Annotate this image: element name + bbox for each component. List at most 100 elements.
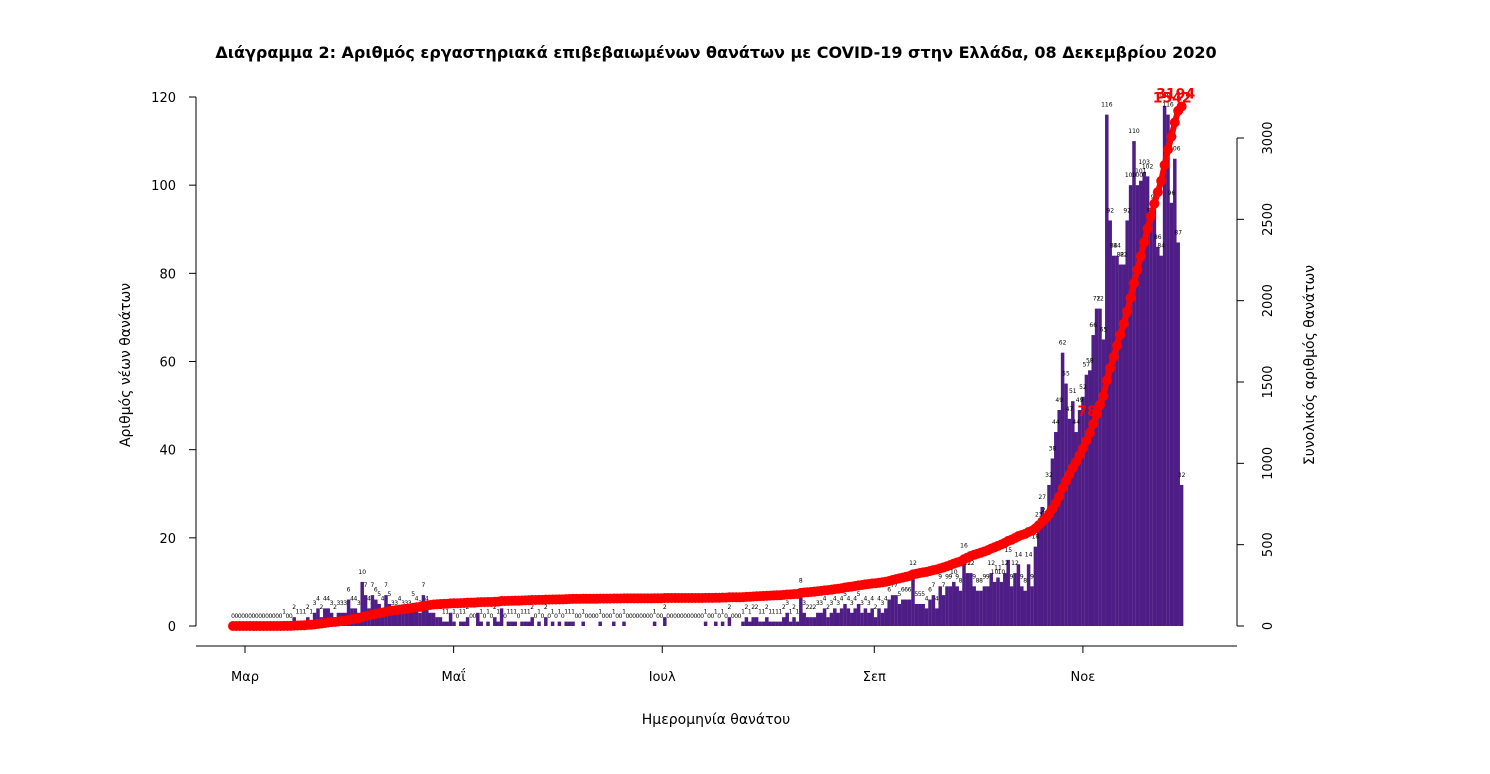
bar xyxy=(360,581,364,626)
bar-label: 9 xyxy=(1010,573,1014,580)
bar-label: 10 xyxy=(998,569,1006,576)
bar xyxy=(1115,255,1119,626)
bar-label: 1 xyxy=(445,609,449,616)
left-tick-label: 80 xyxy=(159,267,176,282)
bar-label: 51 xyxy=(1069,388,1077,395)
bar-label: 10 xyxy=(950,569,958,576)
bar-label: 87 xyxy=(1174,229,1182,236)
bar xyxy=(452,621,456,626)
bar-label: 1 xyxy=(506,609,510,616)
bar-label: 5 xyxy=(387,591,391,598)
bar xyxy=(1139,180,1143,626)
bar xyxy=(741,621,745,626)
bar-label: 1 xyxy=(758,609,762,616)
bar-label: 82 xyxy=(1117,252,1125,259)
bar-label: 0 xyxy=(595,613,599,620)
bar xyxy=(428,612,432,626)
bar xyxy=(1091,335,1095,626)
cumulative-point xyxy=(1139,237,1150,248)
bar-label: 92 xyxy=(1123,207,1131,214)
cumulative-point xyxy=(1166,131,1177,142)
bar-label: 0 xyxy=(673,613,677,620)
bar xyxy=(863,608,868,626)
right-tick-label: 0 xyxy=(1261,622,1276,630)
bar xyxy=(850,612,854,626)
bar xyxy=(1043,520,1048,626)
bar xyxy=(853,608,857,626)
bar xyxy=(1074,432,1078,626)
bar xyxy=(1135,185,1140,626)
bar-label: 72 xyxy=(1093,296,1101,303)
cumulative-point xyxy=(1156,175,1167,186)
bar-label: 6 xyxy=(908,587,912,594)
bar-label: 12 xyxy=(1011,560,1019,567)
bar xyxy=(1156,246,1160,626)
bar-label: 12 xyxy=(909,560,917,567)
bar-label: 2 xyxy=(782,604,786,611)
bar-label: 3 xyxy=(336,600,340,607)
bar xyxy=(431,612,436,626)
bar-label: 103 xyxy=(1138,159,1150,166)
bar xyxy=(312,612,317,626)
bar-label: 7 xyxy=(894,582,898,589)
bar xyxy=(843,603,847,626)
left-y-axis-title: Αριθμός νέων θανάτων xyxy=(118,283,134,447)
bar xyxy=(523,621,528,626)
bar-label: 0 xyxy=(731,613,735,620)
bar-label: 100 xyxy=(1132,172,1144,179)
bar-label: 0 xyxy=(666,613,670,620)
bar-label: 14 xyxy=(1015,551,1023,558)
bar xyxy=(992,581,997,626)
bar-label: 3 xyxy=(330,600,334,607)
bar xyxy=(751,617,755,626)
bar xyxy=(887,599,891,626)
bar-label: 6 xyxy=(374,587,378,594)
bar xyxy=(1142,171,1146,627)
bar xyxy=(785,612,789,626)
cumulative-point xyxy=(1054,491,1065,502)
bar-label: 106 xyxy=(1169,146,1181,153)
bar-label: 0 xyxy=(659,613,663,620)
bar-label: 2 xyxy=(530,604,534,611)
bar-label: 9 xyxy=(938,573,942,580)
bar xyxy=(894,595,898,626)
bar xyxy=(884,608,888,626)
bar-label: 18 xyxy=(1032,534,1040,541)
bar-label: 12 xyxy=(1001,560,1009,567)
bar-label: 2 xyxy=(493,604,497,611)
bar-label: 84 xyxy=(1113,243,1121,250)
bar xyxy=(1122,264,1126,626)
bar xyxy=(1006,559,1010,626)
bar-label: 0 xyxy=(734,613,738,620)
bar xyxy=(1040,506,1044,626)
bar-label: 1 xyxy=(523,609,527,616)
bar xyxy=(1030,586,1034,626)
bar-label: 0 xyxy=(588,613,592,620)
bar-label: 118 xyxy=(1159,93,1171,100)
bar-label: 0 xyxy=(642,613,646,620)
bar xyxy=(754,617,759,626)
bar-label: 0 xyxy=(489,613,493,620)
bar-label: 57 xyxy=(1083,362,1091,369)
bar-label: 3 xyxy=(408,600,412,607)
bar-label: 3 xyxy=(391,600,395,607)
bar-label: 3 xyxy=(829,600,833,607)
bar xyxy=(979,590,983,626)
bar-label: 1 xyxy=(309,609,313,616)
bar-label: 9 xyxy=(982,573,986,580)
right-y-axis: 0 500 1000 1500 2000 2500 3000 xyxy=(1236,121,1276,630)
bar-label: 1 xyxy=(527,609,531,616)
bar xyxy=(812,617,817,626)
bar-label: 7 xyxy=(942,582,946,589)
bar-label: 2 xyxy=(826,604,830,611)
bar-label: 2 xyxy=(466,604,470,611)
cumulative-point xyxy=(1101,375,1112,386)
bar xyxy=(326,608,330,626)
bar-label: 0 xyxy=(605,613,609,620)
bar xyxy=(846,608,851,626)
bar-label: 27 xyxy=(1038,494,1046,501)
bar xyxy=(1037,524,1041,626)
bar-label: 0 xyxy=(540,613,544,620)
bar-label: 4 xyxy=(353,595,357,602)
bar-label: 1 xyxy=(571,609,575,616)
